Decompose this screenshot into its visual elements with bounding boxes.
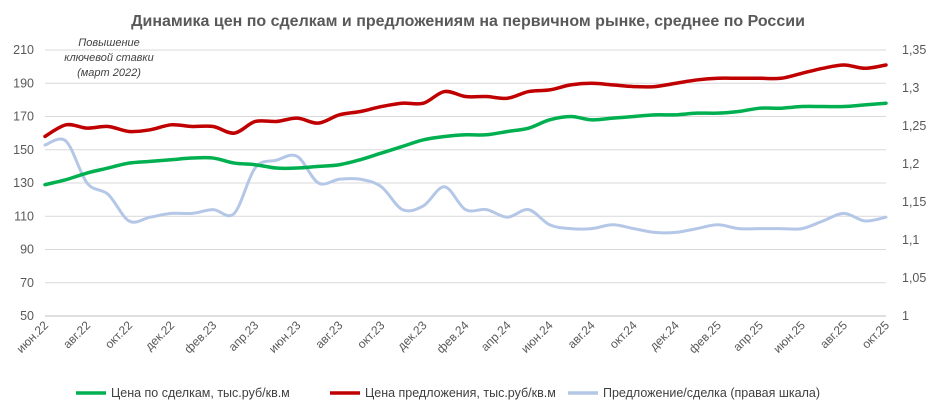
right-tick-label: 1,15 xyxy=(902,195,926,209)
x-axis: июн.22 авг.22 окт.22 дек.22 фев.23 апр.23 июн.… xyxy=(14,315,892,356)
x-tick-label: окт.23 xyxy=(354,318,387,351)
x-tick-label: авг.23 xyxy=(312,318,345,351)
left-tick-label: 70 xyxy=(20,276,34,290)
annotation-line-2: ключевой ставки xyxy=(64,52,154,64)
x-tick-label: дек.22 xyxy=(142,318,177,353)
annotation-line-1: Повышение xyxy=(78,37,139,49)
x-tick-label: окт.25 xyxy=(859,318,892,351)
series-line-2 xyxy=(43,137,888,235)
x-tick-label: дек.23 xyxy=(394,318,429,353)
right-tick-label: 1,25 xyxy=(902,119,926,133)
x-tick-label: июн.23 xyxy=(266,318,304,356)
x-tick-label: июн.25 xyxy=(771,318,809,356)
left-tick-label: 130 xyxy=(13,176,34,190)
annotation: Повышение ключевой ставки (март 2022) xyxy=(64,37,154,79)
x-tick-label: фев.23 xyxy=(181,318,219,356)
series-line-1 xyxy=(43,63,888,139)
left-tick-label: 190 xyxy=(13,76,34,90)
left-tick-label: 210 xyxy=(13,43,34,57)
right-tick-label: 1,3 xyxy=(902,81,919,95)
left-tick-label: 170 xyxy=(13,110,34,124)
x-tick-label: дек.24 xyxy=(647,318,682,353)
x-tick-label: июн.22 xyxy=(14,318,52,356)
left-y-axis: 50 70 90 110 130 150 170 190 210 xyxy=(13,43,34,323)
chart-title: Динамика цен по сделкам и предложениям н… xyxy=(131,13,805,30)
right-tick-label: 1,35 xyxy=(902,43,926,57)
gridlines xyxy=(45,49,886,317)
annotation-line-3: (март 2022) xyxy=(77,67,141,79)
right-y-axis: 1 1,05 1,1 1,15 1,2 1,25 1,3 1,35 xyxy=(902,43,926,323)
left-tick-label: 110 xyxy=(14,209,34,223)
x-tick-label: июн.24 xyxy=(518,318,556,356)
legend-label: Предложение/сделка (правая шкала) xyxy=(603,386,820,400)
x-tick-label: апр.23 xyxy=(226,318,262,354)
legend: Цена по сделкам, тыс.руб/кв.м Цена предло… xyxy=(76,386,820,400)
x-tick-label: окт.22 xyxy=(102,318,135,351)
series-line-0 xyxy=(43,101,888,187)
left-tick-label: 90 xyxy=(20,243,34,257)
right-tick-label: 1,1 xyxy=(902,233,919,247)
legend-label: Цена по сделкам, тыс.руб/кв.м xyxy=(111,386,290,400)
right-tick-label: 1,2 xyxy=(902,157,919,171)
left-tick-label: 150 xyxy=(13,143,34,157)
right-tick-label: 1 xyxy=(902,309,909,323)
x-tick-label: авг.25 xyxy=(817,318,850,351)
x-tick-label: апр.25 xyxy=(730,318,766,354)
x-tick-label: фев.24 xyxy=(434,318,472,356)
x-tick-label: фев.25 xyxy=(686,318,724,356)
x-tick-label: авг.24 xyxy=(565,318,598,351)
x-tick-label: окт.24 xyxy=(607,318,640,351)
series-lines xyxy=(43,63,888,235)
x-tick-label: апр.24 xyxy=(478,318,514,354)
x-tick-label: авг.22 xyxy=(60,318,93,351)
legend-label: Цена предложения, тыс.руб/кв.м xyxy=(365,386,556,400)
right-tick-label: 1,05 xyxy=(902,271,926,285)
left-tick-label: 50 xyxy=(20,309,34,323)
